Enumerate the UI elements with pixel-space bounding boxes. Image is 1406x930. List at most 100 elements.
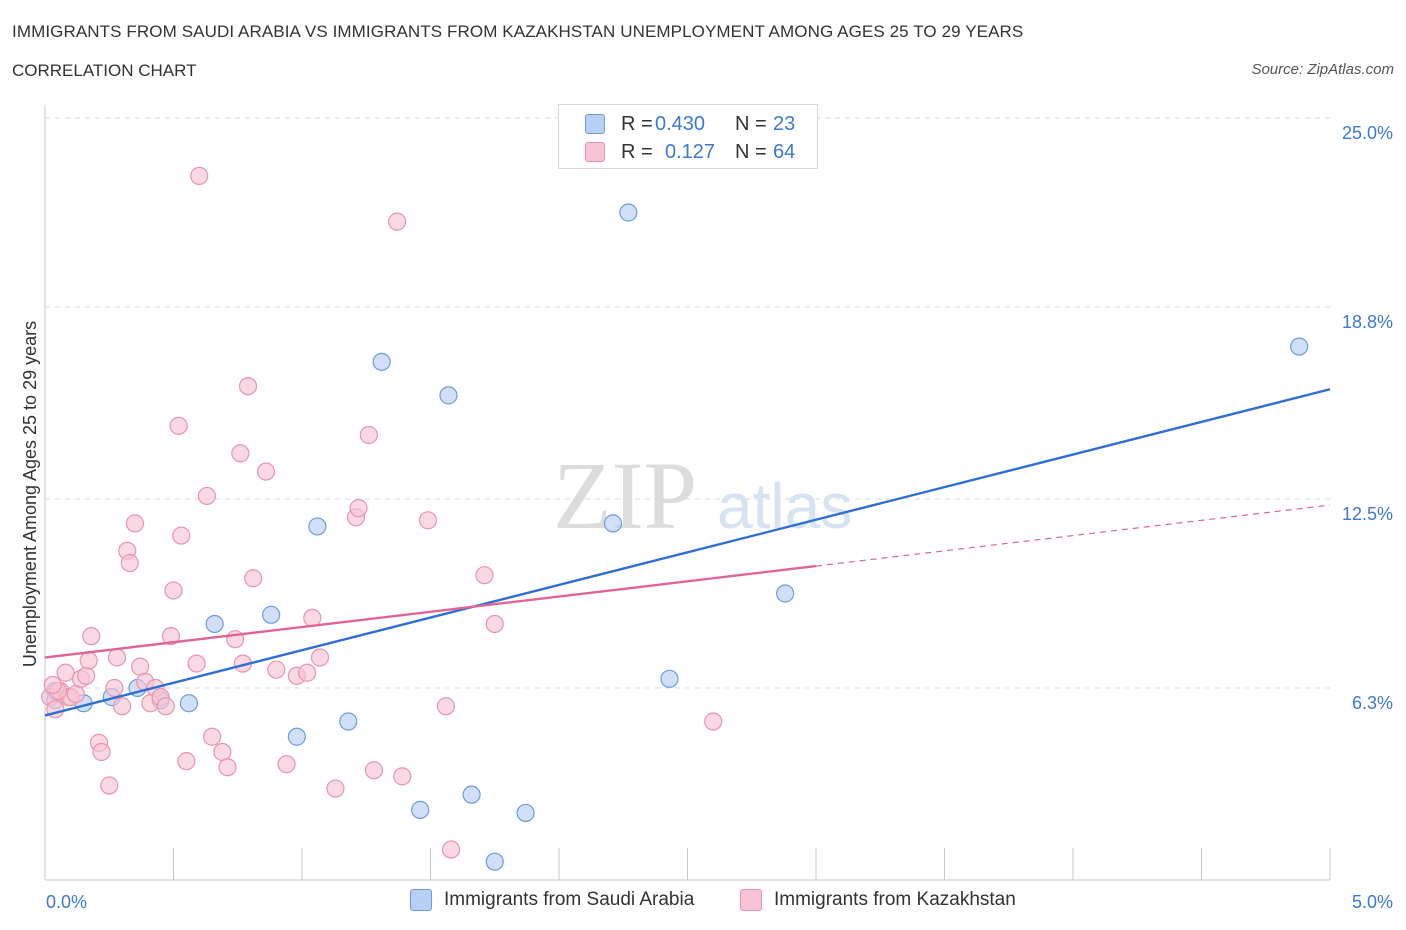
point-kazakhstan	[387, 212, 407, 231]
point-kazakhstan	[82, 627, 101, 646]
legend-row-saudi-arabia: R = 0.430 N = 23	[585, 112, 795, 136]
point-kazakhstan	[231, 444, 250, 463]
legend-swatch-kazakhstan	[585, 142, 605, 162]
bottom-legend: Immigrants from Saudi Arabia Immigrants …	[0, 889, 1406, 915]
point-kazakhstan	[177, 752, 196, 771]
point-kazakhstan	[107, 648, 127, 667]
point-saudi-arabia	[308, 517, 327, 536]
y-axis-label: Unemployment Among Ages 25 to 29 years	[20, 321, 40, 667]
point-kazakhstan	[100, 776, 119, 795]
y-tick-label: 12.5%	[1342, 504, 1393, 524]
legend-swatch-saudi-arabia	[585, 114, 605, 134]
point-saudi-arabia	[619, 203, 638, 222]
point-kazakhstan	[79, 651, 98, 670]
point-saudi-arabia	[660, 669, 679, 688]
point-kazakhstan	[359, 425, 378, 445]
legend-r-label: R =	[621, 140, 653, 163]
point-kazakhstan	[418, 511, 438, 530]
point-saudi-arabia	[339, 712, 358, 731]
bottom-legend-kazakhstan: Immigrants from Kazakhstan	[740, 889, 1016, 911]
tick-label-layer: 6.3% 12.5% 18.8% 25.0% 0.0% 5.0%	[46, 123, 1393, 912]
point-kazakhstan	[238, 377, 258, 396]
point-saudi-arabia	[485, 852, 504, 871]
point-kazakhstan	[105, 678, 124, 698]
legend-n-label: N =	[735, 140, 767, 163]
point-kazakhstan	[43, 675, 62, 695]
point-kazakhstan	[436, 697, 456, 716]
point-kazakhstan	[66, 684, 85, 704]
point-kazakhstan	[120, 553, 139, 573]
grid-layer	[45, 117, 1330, 689]
bottom-legend-swatch-kazakhstan	[740, 889, 762, 911]
point-kazakhstan	[256, 462, 276, 481]
point-kazakhstan	[298, 663, 317, 682]
y-tick-label: 6.3%	[1352, 693, 1393, 713]
legend-row-kazakhstan: R = 0.127 N = 64	[585, 140, 795, 164]
point-saudi-arabia	[287, 727, 306, 746]
legend-r-value: 0.127	[665, 140, 716, 163]
x-tick-label: 0.0%	[46, 892, 87, 912]
chart-title: IMMIGRANTS FROM SAUDI ARABIA VS IMMIGRAN…	[12, 22, 1024, 41]
point-saudi-arabia	[516, 803, 535, 823]
point-kazakhstan	[393, 767, 412, 786]
legend: R = 0.430 N = 23 R = 0.127 N = 64	[558, 104, 818, 169]
legend-n-value: 64	[773, 140, 796, 163]
trend-line-kazakhstan	[44, 564, 817, 659]
points-layer	[41, 166, 1309, 871]
point-saudi-arabia	[205, 614, 224, 634]
bottom-legend-swatch-saudi-arabia	[410, 889, 432, 911]
point-kazakhstan	[197, 486, 217, 506]
point-saudi-arabia	[1290, 337, 1309, 356]
x-tick-label: 5.0%	[1352, 892, 1393, 912]
point-kazakhstan	[244, 569, 263, 588]
point-kazakhstan	[125, 514, 145, 533]
point-kazakhstan	[267, 660, 286, 679]
legend-r-label: R =	[621, 112, 653, 135]
point-kazakhstan	[441, 840, 461, 859]
bottom-legend-saudi-arabia: Immigrants from Saudi Arabia	[410, 889, 694, 911]
point-kazakhstan	[310, 648, 330, 667]
point-saudi-arabia	[411, 800, 430, 819]
point-kazakhstan	[326, 779, 345, 798]
point-kazakhstan	[277, 755, 296, 774]
point-kazakhstan	[56, 663, 75, 682]
y-tick-label: 18.8%	[1342, 312, 1393, 332]
point-kazakhstan	[112, 697, 132, 716]
axis-layer	[44, 105, 1331, 881]
point-kazakhstan	[164, 581, 183, 600]
point-kazakhstan	[187, 654, 206, 673]
trend-layer	[44, 388, 1331, 717]
y-tick-label: 25.0%	[1342, 123, 1393, 143]
point-kazakhstan	[156, 697, 175, 716]
point-kazakhstan	[202, 727, 222, 746]
point-kazakhstan	[161, 627, 181, 646]
point-kazakhstan	[169, 416, 188, 435]
point-saudi-arabia	[439, 386, 458, 405]
watermark-zip: ZIP	[553, 442, 697, 549]
point-kazakhstan	[485, 614, 504, 634]
watermark-atlas: atlas	[717, 470, 852, 542]
point-kazakhstan	[130, 657, 150, 676]
legend-n-value: 23	[773, 112, 796, 135]
point-kazakhstan	[172, 526, 191, 545]
point-saudi-arabia	[603, 514, 623, 533]
point-kazakhstan	[190, 166, 209, 186]
trend-line-kazakhstan-extension	[815, 504, 1331, 567]
point-kazakhstan	[92, 742, 111, 762]
trend-line-saudi-arabia	[44, 388, 1331, 717]
legend-n-label: N =	[735, 112, 767, 135]
point-kazakhstan	[704, 712, 723, 731]
bottom-legend-label-kazakhstan: Immigrants from Kazakhstan	[774, 889, 1016, 910]
point-saudi-arabia	[776, 584, 795, 603]
point-saudi-arabia	[262, 605, 281, 624]
point-kazakhstan	[218, 758, 237, 777]
point-kazakhstan	[475, 566, 494, 585]
point-kazakhstan	[349, 499, 368, 518]
source-label: Source: ZipAtlas.com	[1251, 61, 1394, 78]
chart-subtitle: CORRELATION CHART	[12, 61, 197, 80]
point-saudi-arabia	[179, 694, 199, 713]
point-kazakhstan	[213, 742, 232, 762]
point-kazakhstan	[364, 761, 384, 780]
watermark: ZIP atlas	[553, 442, 852, 549]
